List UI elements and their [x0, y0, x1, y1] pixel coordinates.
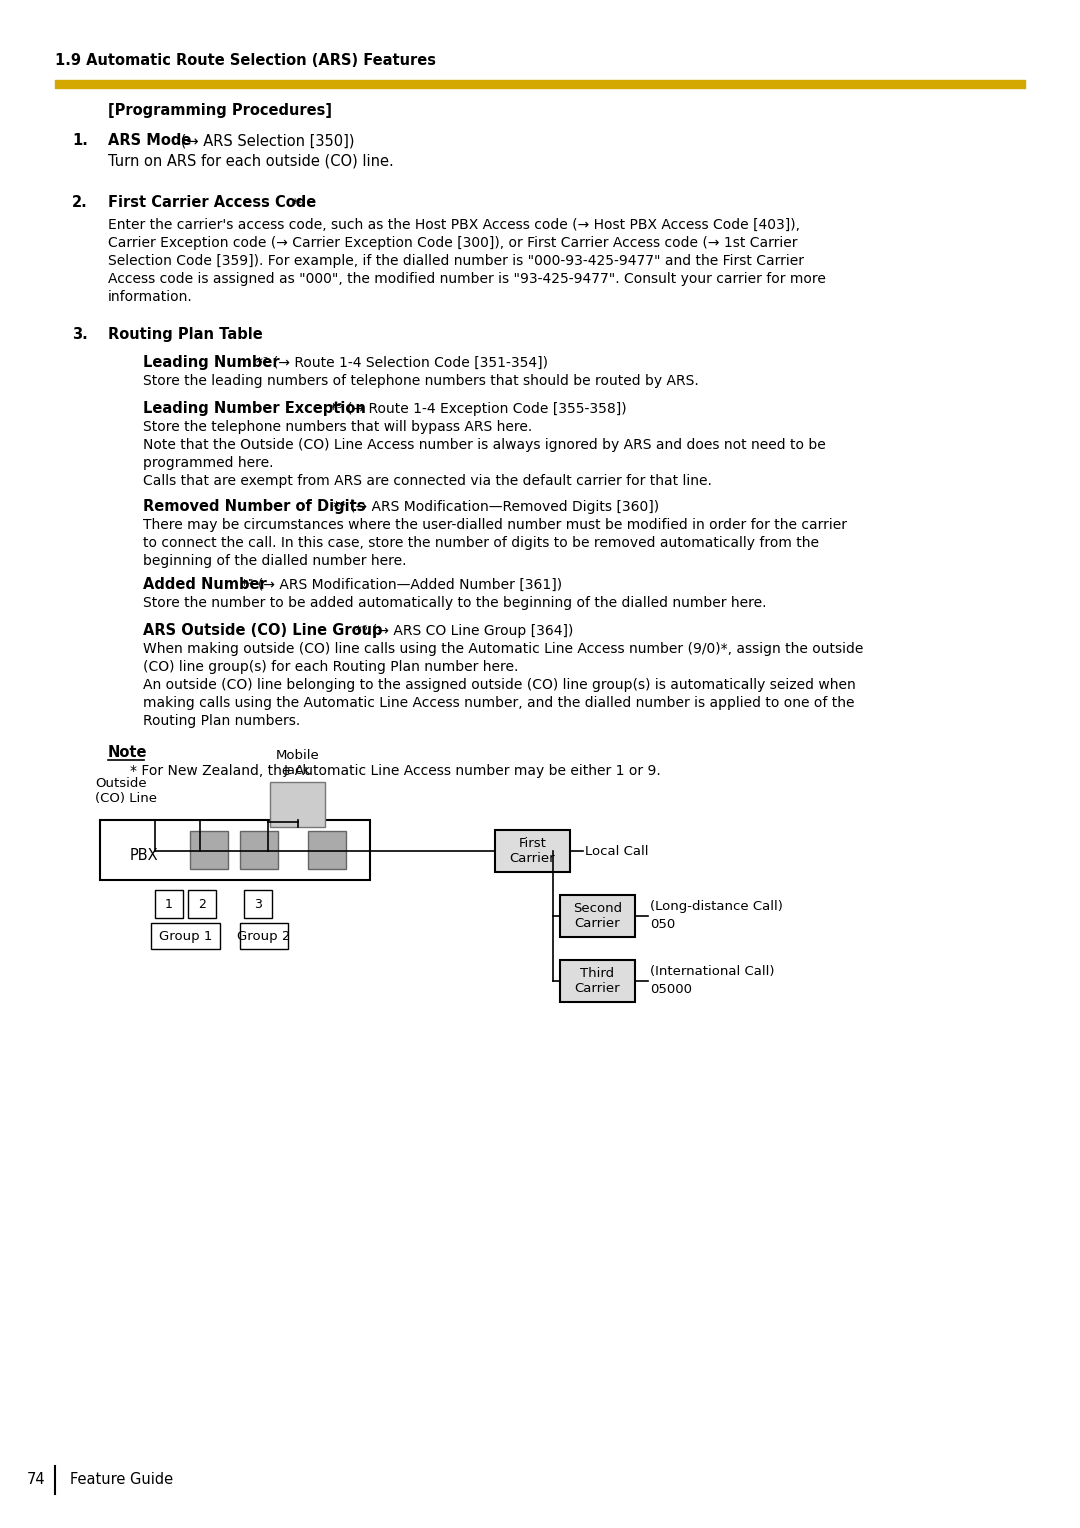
- Text: [Programming Procedures]: [Programming Procedures]: [108, 102, 332, 118]
- Text: (CO) line group(s) for each Routing Plan number here.: (CO) line group(s) for each Routing Plan…: [143, 660, 518, 674]
- Text: 2: 2: [198, 897, 206, 911]
- Text: An outside (CO) line belonging to the assigned outside (CO) line group(s) is aut: An outside (CO) line belonging to the as…: [143, 678, 855, 692]
- Text: There may be circumstances where the user-dialled number must be modified in ord: There may be circumstances where the use…: [143, 518, 847, 532]
- Text: Added Number: Added Number: [143, 578, 267, 591]
- Bar: [100, 821, 370, 880]
- Text: First Carrier Access Code: First Carrier Access Code: [108, 196, 316, 209]
- Text: Feature Guide: Feature Guide: [70, 1473, 173, 1487]
- Text: First
Carrier: First Carrier: [510, 837, 555, 865]
- Text: 050: 050: [650, 917, 675, 931]
- Text: Removed Number of Digits: Removed Number of Digits: [143, 500, 365, 513]
- Text: Mobile
Jack: Mobile Jack: [275, 749, 320, 778]
- Text: *³ (→ Route 1-4 Exception Code [355-358]): *³ (→ Route 1-4 Exception Code [355-358]…: [330, 402, 626, 416]
- Text: Note: Note: [108, 746, 148, 759]
- Text: Second
Carrier: Second Carrier: [572, 902, 622, 931]
- Text: Note that the Outside (CO) Line Access number is always ignored by ARS and does : Note that the Outside (CO) Line Access n…: [143, 439, 826, 452]
- Text: Selection Code [359]). For example, if the dialled number is "000-93-425-9477" a: Selection Code [359]). For example, if t…: [108, 254, 804, 267]
- Bar: [190, 831, 228, 869]
- Text: 3.: 3.: [72, 327, 87, 342]
- Text: Routing Plan numbers.: Routing Plan numbers.: [143, 714, 300, 727]
- Text: Local Call: Local Call: [585, 845, 648, 857]
- Bar: [495, 830, 570, 872]
- Text: *¹: *¹: [292, 197, 303, 209]
- Text: beginning of the dialled number here.: beginning of the dialled number here.: [143, 555, 406, 568]
- Text: *⁴ (→ ARS Modification—Removed Digits [360]): *⁴ (→ ARS Modification—Removed Digits [3…: [333, 500, 659, 513]
- Text: 1: 1: [165, 897, 173, 911]
- Bar: [308, 831, 346, 869]
- Bar: [244, 889, 272, 918]
- Bar: [240, 831, 278, 869]
- Text: (→ ARS Selection [350]): (→ ARS Selection [350]): [176, 133, 354, 148]
- Text: Store the leading numbers of telephone numbers that should be routed by ARS.: Store the leading numbers of telephone n…: [143, 374, 699, 388]
- Text: ARS Outside (CO) Line Group: ARS Outside (CO) Line Group: [143, 623, 382, 639]
- Bar: [151, 923, 220, 949]
- Text: *² (→ Route 1-4 Selection Code [351-354]): *² (→ Route 1-4 Selection Code [351-354]…: [256, 356, 548, 370]
- Text: programmed here.: programmed here.: [143, 455, 273, 471]
- Text: *⁵ (→ ARS Modification—Added Number [361]): *⁵ (→ ARS Modification—Added Number [361…: [241, 578, 562, 591]
- Text: (Long-distance Call): (Long-distance Call): [650, 900, 783, 912]
- Text: Store the number to be added automatically to the beginning of the dialled numbe: Store the number to be added automatical…: [143, 596, 767, 610]
- Text: Third
Carrier: Third Carrier: [575, 967, 620, 995]
- Text: 74: 74: [26, 1473, 45, 1487]
- Text: Enter the carrier's access code, such as the Host PBX Access code (→ Host PBX Ac: Enter the carrier's access code, such as…: [108, 219, 800, 232]
- Text: Store the telephone numbers that will bypass ARS here.: Store the telephone numbers that will by…: [143, 420, 532, 434]
- Bar: [270, 782, 325, 827]
- Text: Turn on ARS for each outside (CO) line.: Turn on ARS for each outside (CO) line.: [108, 153, 394, 168]
- Text: When making outside (CO) line calls using the Automatic Line Access number (9/0): When making outside (CO) line calls usin…: [143, 642, 863, 656]
- Bar: [561, 960, 635, 1002]
- Text: ARS Mode: ARS Mode: [108, 133, 191, 148]
- Text: Outside
(CO) Line: Outside (CO) Line: [95, 778, 157, 805]
- Text: Leading Number: Leading Number: [143, 354, 280, 370]
- Text: Leading Number Exception: Leading Number Exception: [143, 400, 366, 416]
- Bar: [561, 895, 635, 937]
- Bar: [188, 889, 216, 918]
- Text: 05000: 05000: [650, 983, 692, 996]
- Text: (International Call): (International Call): [650, 964, 774, 978]
- Text: Group 1: Group 1: [159, 929, 212, 943]
- Text: Calls that are exempt from ARS are connected via the default carrier for that li: Calls that are exempt from ARS are conne…: [143, 474, 712, 487]
- Bar: [240, 923, 288, 949]
- Bar: [156, 889, 183, 918]
- Text: making calls using the Automatic Line Access number, and the dialled number is a: making calls using the Automatic Line Ac…: [143, 695, 854, 711]
- Text: 1.9 Automatic Route Selection (ARS) Features: 1.9 Automatic Route Selection (ARS) Feat…: [55, 53, 436, 69]
- Text: information.: information.: [108, 290, 192, 304]
- Text: PBX: PBX: [130, 848, 159, 862]
- Text: Routing Plan Table: Routing Plan Table: [108, 327, 262, 342]
- Text: *⁶ (→ ARS CO Line Group [364]): *⁶ (→ ARS CO Line Group [364]): [355, 623, 573, 639]
- Text: 3: 3: [254, 897, 262, 911]
- Text: Access code is assigned as "000", the modified number is "93-425-9477". Consult : Access code is assigned as "000", the mo…: [108, 272, 826, 286]
- Text: 1.: 1.: [72, 133, 87, 148]
- Bar: [55, 79, 1025, 89]
- Text: 2.: 2.: [72, 196, 87, 209]
- Text: to connect the call. In this case, store the number of digits to be removed auto: to connect the call. In this case, store…: [143, 536, 819, 550]
- Text: Carrier Exception code (→ Carrier Exception Code [300]), or First Carrier Access: Carrier Exception code (→ Carrier Except…: [108, 235, 797, 251]
- Text: * For New Zealand, the Automatic Line Access number may be either 1 or 9.: * For New Zealand, the Automatic Line Ac…: [130, 764, 661, 778]
- Text: Group 2: Group 2: [238, 929, 291, 943]
